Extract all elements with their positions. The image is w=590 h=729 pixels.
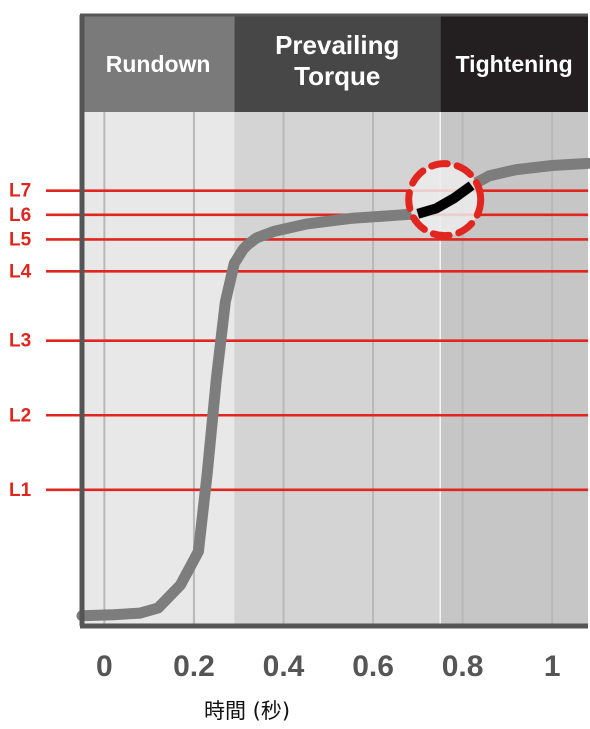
phase-header-tightening [440, 15, 588, 112]
phase-bands [82, 112, 588, 626]
x-tick-label: 0 [96, 650, 113, 683]
phase-label-prevailing-torque: Prevailing Torque [275, 30, 399, 91]
axes [79, 13, 588, 629]
level-label-l5: L5 [9, 229, 32, 250]
phase-band-rundown [82, 112, 235, 626]
x-axis-title: 時間 (秒) [204, 699, 290, 723]
x-tick-label: 0.8 [442, 650, 484, 683]
phase-band-prevailing-torque [234, 112, 441, 626]
level-label-l7: L7 [9, 181, 31, 202]
level-lines: L1 L2 L3 L4 L5 L6 L7 [9, 181, 588, 501]
phase-label-tightening: Tightening [456, 51, 573, 77]
phase-headers: Rundown Prevailing Torque Tightening [82, 15, 588, 112]
phase-header-rundown [82, 15, 235, 112]
phase-header-prevailing-torque [234, 15, 441, 112]
x-tick-label: 0.6 [352, 650, 394, 683]
level-label-l6: L6 [9, 205, 31, 226]
x-tick-labels: 0 0.2 0.4 0.6 0.8 1 [96, 650, 560, 683]
x-tick-label: 0.4 [263, 650, 305, 683]
level-label-l3: L3 [9, 331, 31, 352]
highlight-segment [405, 160, 485, 240]
x-tick-label: 1 [544, 650, 561, 683]
highlight-circle-outline [405, 160, 485, 240]
x-tick-label: 0.2 [173, 650, 215, 683]
level-label-l2: L2 [9, 405, 31, 426]
grid-lines [103, 112, 554, 626]
phase-label-rundown: Rundown [106, 51, 211, 77]
level-label-l1: L1 [9, 480, 32, 501]
level-label-l4: L4 [9, 261, 32, 282]
highlight-curve-segment [416, 181, 475, 219]
